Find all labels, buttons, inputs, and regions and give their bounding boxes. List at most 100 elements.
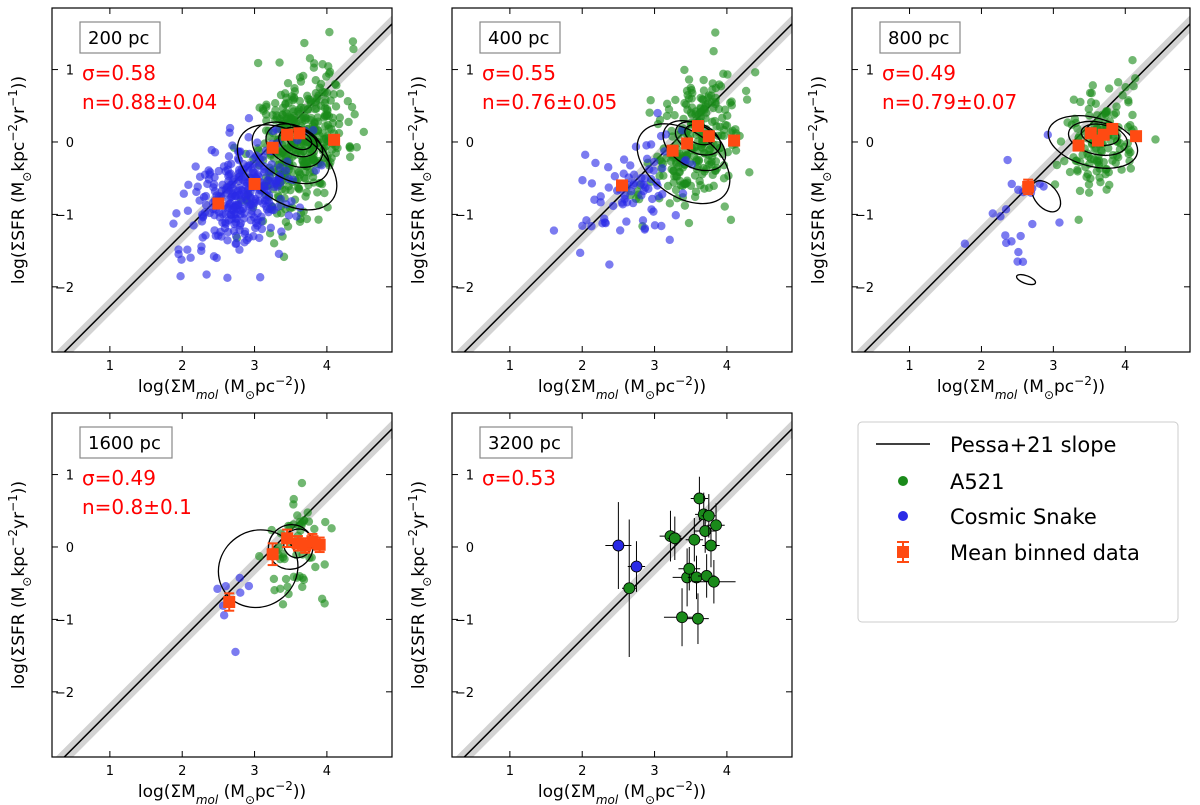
binned-mean-square bbox=[728, 134, 741, 147]
data-point bbox=[284, 589, 293, 599]
data-point bbox=[283, 222, 293, 231]
data-point bbox=[1028, 219, 1037, 229]
data-point bbox=[228, 177, 238, 186]
data-point bbox=[639, 186, 648, 196]
plot-area bbox=[455, 420, 792, 757]
data-point bbox=[1118, 91, 1127, 100]
data-point bbox=[283, 157, 292, 166]
x-tick-label: 4 bbox=[1121, 359, 1129, 374]
data-point bbox=[311, 166, 321, 175]
data-point bbox=[715, 122, 725, 131]
data-point bbox=[1131, 74, 1140, 83]
scale-label-box bbox=[479, 426, 573, 459]
data-point bbox=[1126, 121, 1135, 130]
y-tick-label: −2 bbox=[55, 686, 74, 701]
data-point bbox=[1112, 102, 1121, 111]
data-point bbox=[708, 79, 717, 88]
data-point bbox=[731, 146, 741, 155]
data-point bbox=[268, 126, 278, 136]
legend-item-snake: Cosmic Snake bbox=[898, 505, 1097, 529]
data-point bbox=[210, 187, 220, 196]
data-point bbox=[1001, 205, 1011, 214]
x-tick-label: 2 bbox=[578, 764, 586, 779]
data-point bbox=[640, 224, 650, 233]
data-point bbox=[626, 161, 635, 170]
data-point bbox=[670, 111, 679, 120]
x-tick-label: 3 bbox=[250, 764, 258, 779]
data-point bbox=[317, 161, 326, 170]
y-tick-label: −1 bbox=[455, 208, 474, 223]
data-point bbox=[709, 47, 718, 56]
y-tick-label: 0 bbox=[466, 541, 474, 556]
data-point bbox=[683, 562, 696, 575]
data-point bbox=[255, 233, 264, 243]
pessa-slope-band bbox=[55, 420, 392, 757]
data-point bbox=[278, 103, 288, 112]
data-point bbox=[244, 133, 253, 142]
data-point bbox=[719, 174, 729, 183]
data-point bbox=[289, 494, 298, 504]
data-point bbox=[617, 198, 627, 207]
data-point bbox=[684, 218, 694, 228]
data-point bbox=[630, 178, 639, 188]
data-point bbox=[711, 157, 721, 166]
data-point bbox=[283, 78, 293, 88]
data-point bbox=[680, 201, 690, 210]
data-point bbox=[186, 253, 195, 262]
data-point bbox=[219, 162, 229, 171]
data-point bbox=[231, 647, 240, 657]
y-tick-label: −2 bbox=[855, 281, 874, 296]
data-point bbox=[299, 71, 308, 81]
data-point bbox=[267, 160, 276, 169]
data-point bbox=[988, 209, 997, 218]
data-point bbox=[1016, 231, 1025, 241]
data-point bbox=[321, 95, 330, 104]
y-tick-label: −1 bbox=[455, 613, 474, 628]
data-point bbox=[281, 166, 291, 175]
data-point-with-errorbars bbox=[685, 518, 704, 562]
density-contour bbox=[1067, 120, 1129, 157]
data-point bbox=[642, 154, 652, 164]
data-point bbox=[248, 168, 257, 178]
data-point bbox=[1039, 182, 1048, 191]
data-point bbox=[742, 95, 752, 104]
data-point bbox=[335, 113, 344, 122]
data-point bbox=[284, 98, 293, 107]
panels-group: 1 2 3 4 −2 −1 0 1 log(ΣMmol (M⊙pc−2)) log(ΣSFR (M… bbox=[6, 7, 1191, 805]
data-point bbox=[690, 171, 700, 180]
data-point bbox=[303, 508, 312, 517]
data-point bbox=[223, 227, 233, 237]
data-point bbox=[224, 152, 234, 161]
data-point bbox=[235, 245, 244, 254]
plot-area bbox=[55, 420, 392, 757]
data-point bbox=[235, 573, 244, 583]
x-tick-label: 3 bbox=[650, 764, 658, 779]
data-point bbox=[298, 582, 307, 592]
data-point bbox=[1076, 97, 1085, 107]
data-point bbox=[591, 158, 600, 168]
data-point bbox=[612, 539, 625, 552]
data-point-with-errorbars bbox=[605, 502, 632, 589]
data-point bbox=[1105, 180, 1114, 190]
data-point-with-errorbars bbox=[707, 503, 725, 547]
data-point bbox=[292, 212, 301, 221]
data-point bbox=[678, 189, 688, 198]
legend-orange-square-symbol bbox=[897, 546, 909, 558]
data-point bbox=[1098, 110, 1107, 119]
binned-mean-square bbox=[1106, 122, 1119, 135]
axis-ticks: 1 2 3 4 −2 −1 0 1 bbox=[452, 8, 792, 374]
binned-mean-square bbox=[212, 197, 225, 210]
data-point bbox=[702, 509, 715, 522]
x-axis-label: log(ΣMmol (M⊙pc−2)) bbox=[138, 374, 306, 402]
data-point bbox=[269, 574, 279, 584]
data-point bbox=[301, 156, 311, 165]
data-point bbox=[622, 217, 631, 226]
data-point bbox=[321, 517, 330, 527]
pessa-slope-line bbox=[463, 427, 792, 757]
data-point bbox=[719, 69, 728, 79]
binned-mean-square bbox=[328, 133, 341, 146]
data-point bbox=[281, 574, 291, 584]
data-point bbox=[658, 164, 667, 173]
data-point bbox=[223, 236, 232, 245]
data-point bbox=[298, 117, 307, 126]
